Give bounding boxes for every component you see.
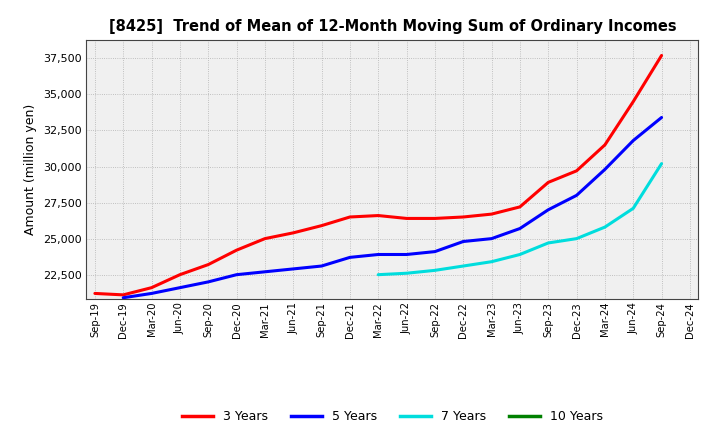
- Legend: 3 Years, 5 Years, 7 Years, 10 Years: 3 Years, 5 Years, 7 Years, 10 Years: [177, 405, 608, 428]
- Y-axis label: Amount (million yen): Amount (million yen): [24, 104, 37, 235]
- Title: [8425]  Trend of Mean of 12-Month Moving Sum of Ordinary Incomes: [8425] Trend of Mean of 12-Month Moving …: [109, 19, 676, 34]
